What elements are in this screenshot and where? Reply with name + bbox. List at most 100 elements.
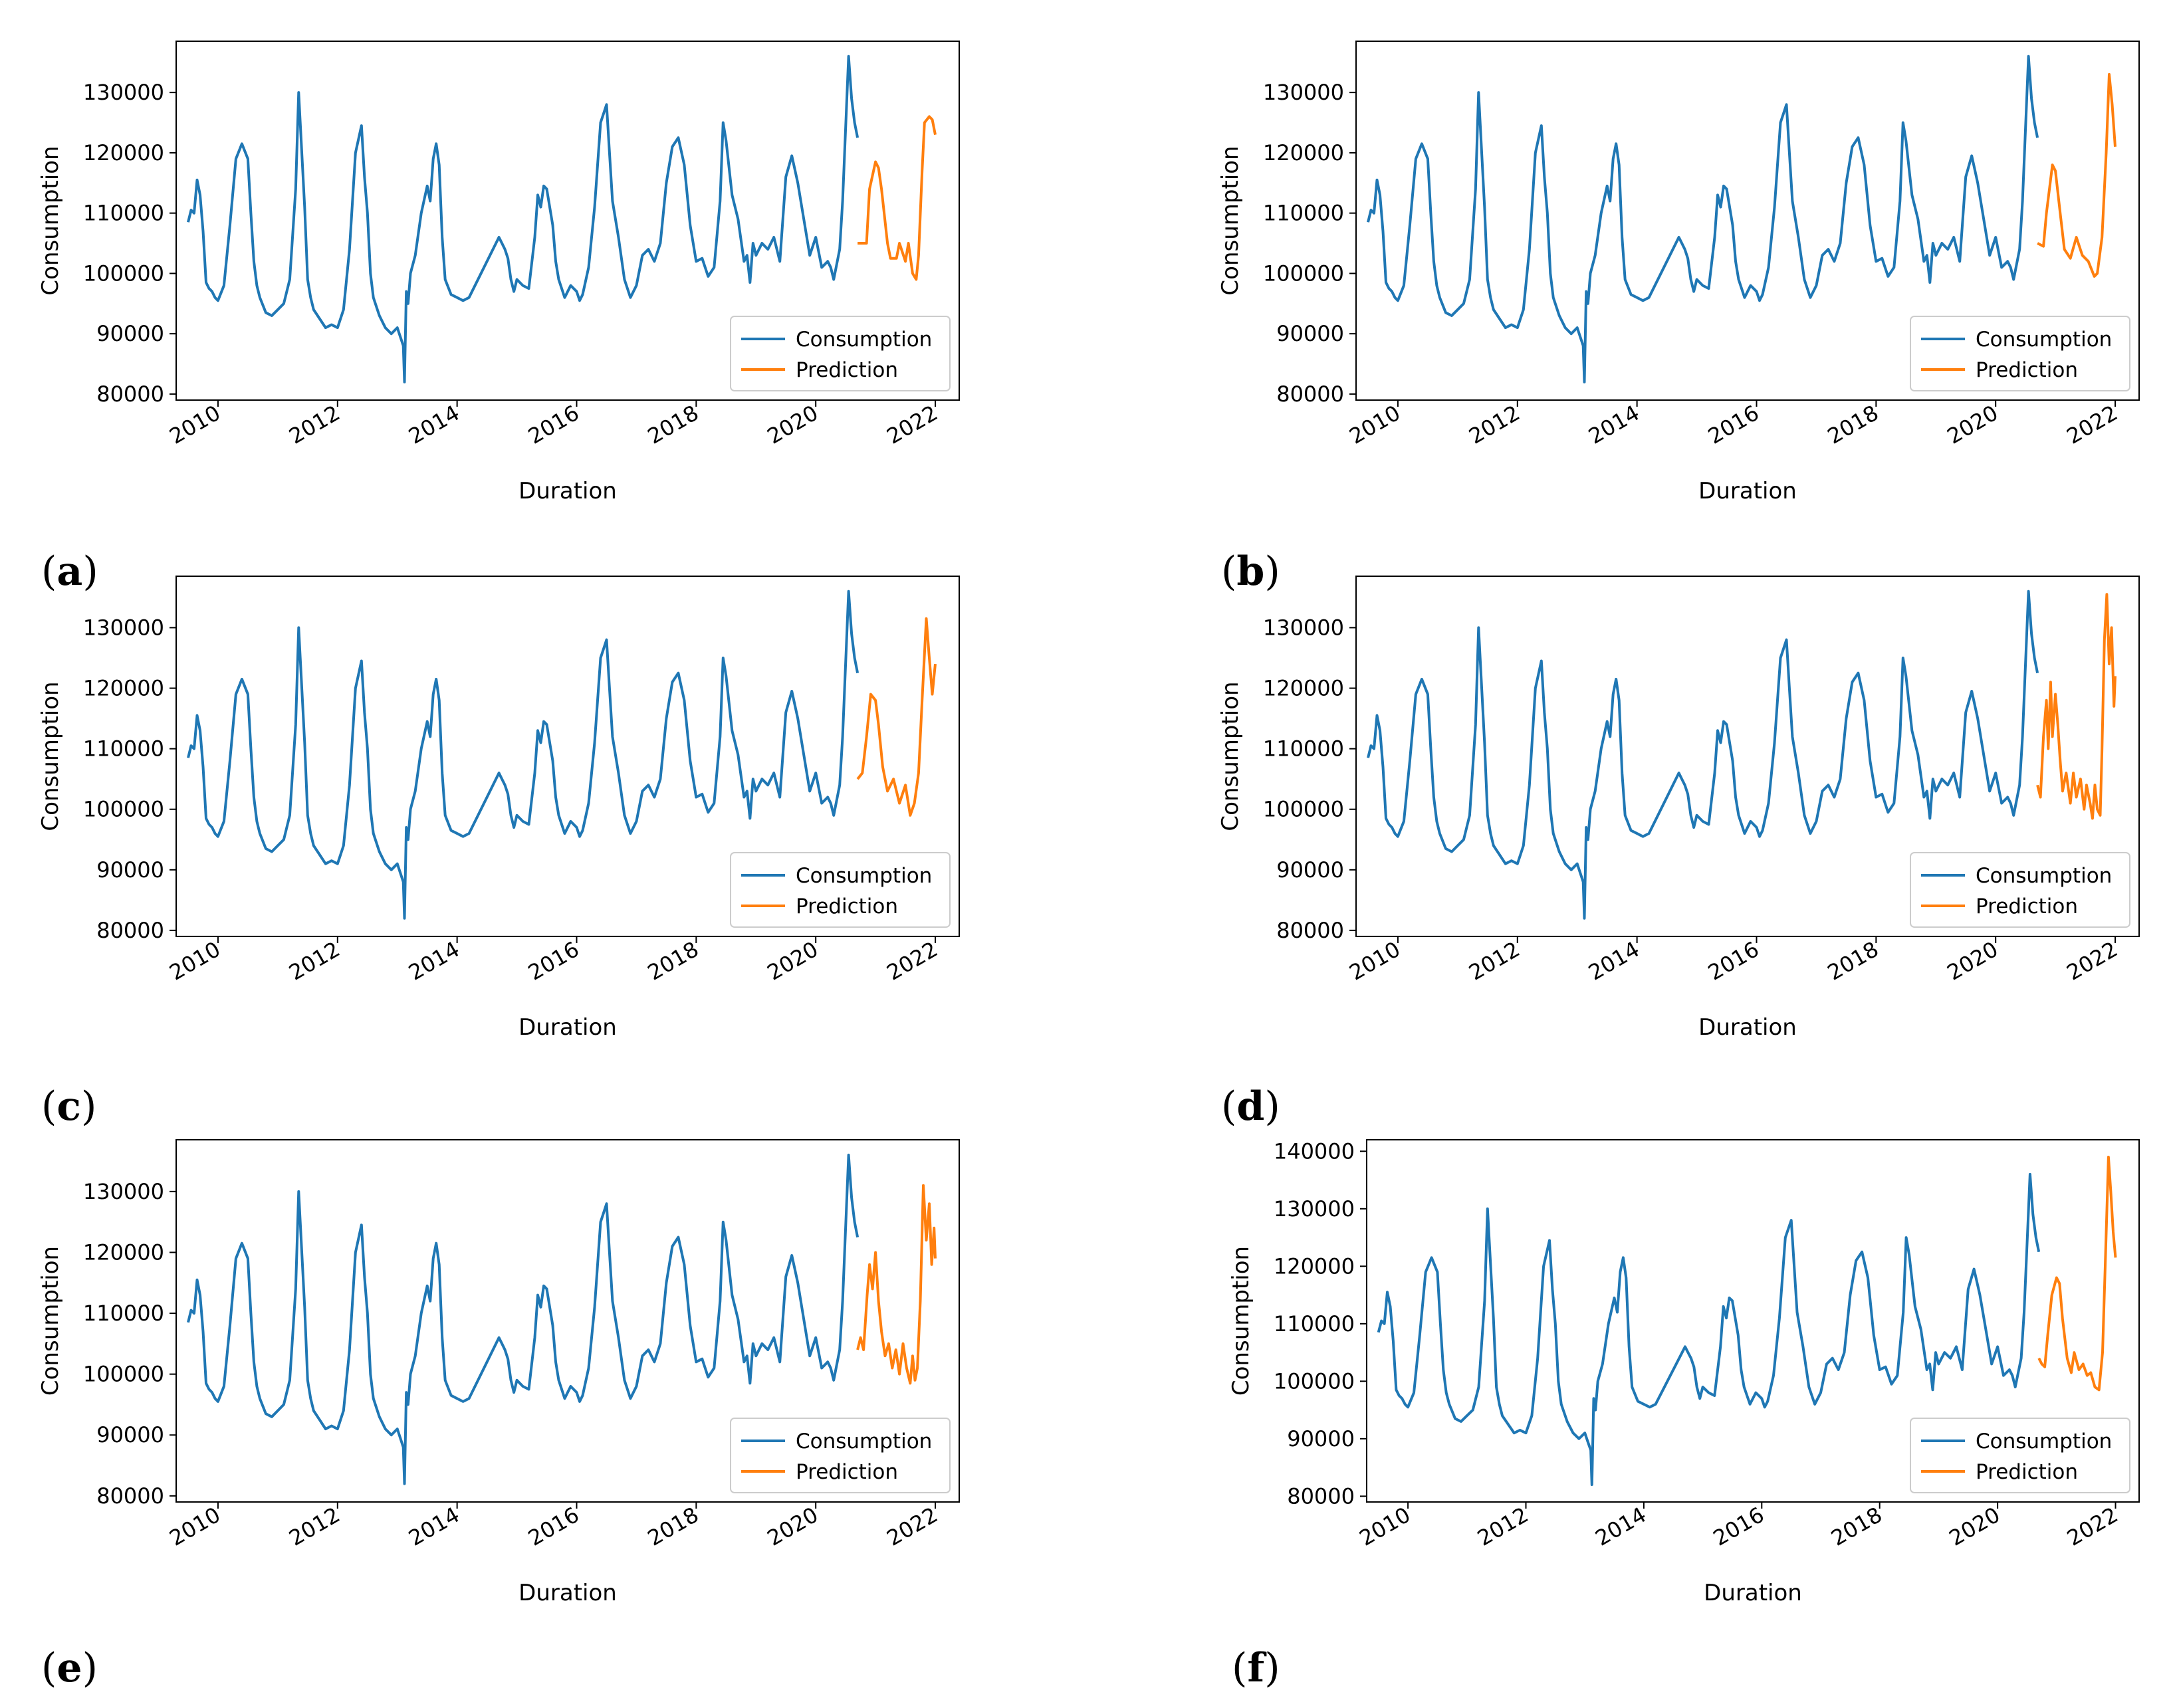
y-axis-label: Consumption <box>37 146 64 295</box>
panel-letter: a <box>57 548 82 595</box>
x-tick-label: 2020 <box>1943 400 2003 449</box>
panel-letter: b <box>1236 548 1264 595</box>
x-tick-label: 2022 <box>883 936 943 986</box>
legend-box <box>1910 852 2130 928</box>
x-tick-label: 2010 <box>165 400 225 449</box>
y-axis-label: Consumption <box>1217 681 1244 831</box>
x-tick-label: 2022 <box>2063 400 2122 449</box>
y-tick-label: 90000 <box>1276 857 1344 883</box>
x-tick-label: 2010 <box>1355 1502 1415 1551</box>
x-axis-label: Duration <box>518 1580 617 1606</box>
legend-label-prediction: Prediction <box>796 1460 898 1484</box>
panel-label: (e) <box>41 1645 98 1691</box>
legend-label-prediction: Prediction <box>1976 358 2078 382</box>
prediction-line <box>858 115 937 281</box>
x-tick-label: 2016 <box>1709 1502 1769 1551</box>
axes-frame <box>175 576 960 937</box>
prediction-line <box>856 1184 937 1385</box>
x-tick-label: 2022 <box>883 400 943 449</box>
prediction-line <box>2036 593 2117 820</box>
y-axis-label: Consumption <box>1217 146 1244 295</box>
legend-label-prediction: Prediction <box>796 358 898 382</box>
y-tick-label: 120000 <box>83 140 164 165</box>
x-tick-label: 2016 <box>524 400 584 449</box>
panel-letter: e <box>57 1645 82 1691</box>
x-tick-label: 2016 <box>1704 400 1764 449</box>
chart-panel-b: 80000 90000 100000 110000 120000 130000 2010 20… <box>1217 41 2140 595</box>
x-tick-label: 2018 <box>643 1502 703 1551</box>
x-tick-label: 2018 <box>1827 1502 1887 1551</box>
y-tick-label: 130000 <box>83 1179 164 1204</box>
x-tick-label: 2014 <box>404 936 464 986</box>
legend: Consumption Prediction <box>730 852 951 928</box>
x-tick-label: 2016 <box>524 936 584 986</box>
x-tick-label: 2022 <box>2063 1502 2122 1551</box>
x-tick-label: 2018 <box>1823 936 1883 986</box>
y-axis-label: Consumption <box>37 1246 64 1396</box>
y-tick-label: 100000 <box>1274 1368 1355 1394</box>
x-axis-label: Duration <box>518 478 617 504</box>
legend: Consumption Prediction <box>1910 316 2130 391</box>
panel-letter: c <box>57 1083 81 1130</box>
y-tick-label: 80000 <box>1276 381 1344 407</box>
x-tick-label: 2014 <box>1584 936 1644 986</box>
x-tick-label: 2018 <box>643 936 703 986</box>
legend-label-consumption: Consumption <box>1976 864 2112 888</box>
y-tick-label: 80000 <box>96 381 164 407</box>
x-tick-label: 2010 <box>165 936 225 986</box>
x-tick-label: 2020 <box>1943 936 2003 986</box>
legend: Consumption Prediction <box>1910 1418 2130 1493</box>
y-tick-label: 130000 <box>83 615 164 640</box>
prediction-line <box>2037 1156 2117 1392</box>
legend: Consumption Prediction <box>1910 852 2130 928</box>
legend-label-consumption: Consumption <box>796 864 932 888</box>
consumption-line <box>187 54 859 383</box>
x-axis-label: Duration <box>1698 478 1797 504</box>
y-tick-label: 110000 <box>1263 201 1344 226</box>
x-axis-label: Duration <box>518 1014 617 1041</box>
y-tick-label: 100000 <box>83 1362 164 1387</box>
x-tick-label: 2012 <box>1464 400 1524 449</box>
x-tick-label: 2020 <box>763 400 823 449</box>
panel-letter: f <box>1247 1645 1267 1691</box>
consumption-line <box>1367 54 2039 383</box>
y-tick-label: 80000 <box>1276 918 1344 943</box>
legend: Consumption Prediction <box>730 316 951 391</box>
legend: Consumption Prediction <box>730 1418 951 1493</box>
x-tick-label: 2018 <box>643 400 703 449</box>
x-tick-label: 2010 <box>1345 936 1405 986</box>
axes-frame <box>1355 576 2140 937</box>
y-tick-label: 120000 <box>1274 1253 1355 1279</box>
panel-label: (b) <box>1221 548 1280 595</box>
x-tick-label: 2012 <box>285 400 344 449</box>
y-tick-label: 90000 <box>96 857 164 883</box>
x-tick-label: 2010 <box>1345 400 1405 449</box>
x-axis-label: Duration <box>1704 1580 1802 1606</box>
panel-label: (c) <box>41 1083 96 1130</box>
axes-frame <box>175 41 960 401</box>
legend-box <box>730 852 951 928</box>
legend-label-prediction: Prediction <box>796 895 898 918</box>
legend-label-prediction: Prediction <box>1976 895 2078 918</box>
y-tick-label: 110000 <box>83 736 164 762</box>
y-tick-label: 80000 <box>1287 1483 1355 1509</box>
y-tick-label: 120000 <box>83 1239 164 1265</box>
x-tick-label: 2020 <box>763 1502 823 1551</box>
y-tick-label: 120000 <box>1263 676 1344 701</box>
x-tick-label: 2012 <box>1473 1502 1533 1551</box>
panel-label: (f) <box>1232 1645 1280 1691</box>
legend-label-consumption: Consumption <box>1976 1430 2112 1453</box>
chart-panel-c: 80000 90000 100000 110000 120000 130000 2010 20… <box>37 576 960 1130</box>
chart-panel-a: 80000 90000 100000 110000 120000 130000 2010 20… <box>37 41 960 595</box>
y-tick-label: 130000 <box>1274 1196 1355 1222</box>
consumption-line <box>1367 589 2039 920</box>
consumption-line <box>187 589 859 920</box>
prediction-line <box>856 617 937 817</box>
y-tick-label: 100000 <box>83 261 164 286</box>
y-tick-label: 90000 <box>1287 1426 1355 1451</box>
y-tick-label: 90000 <box>1276 321 1344 346</box>
x-tick-label: 2022 <box>2063 936 2122 986</box>
x-tick-label: 2012 <box>285 936 344 986</box>
x-tick-label: 2020 <box>1945 1502 2005 1551</box>
legend-label-consumption: Consumption <box>1976 328 2112 352</box>
